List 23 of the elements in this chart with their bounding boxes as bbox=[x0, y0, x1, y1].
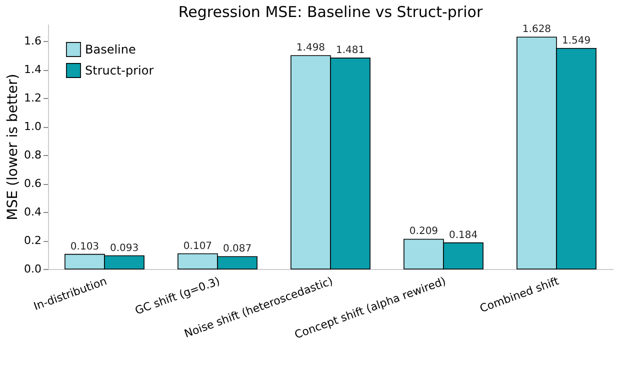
data-label: 0.103 bbox=[70, 241, 100, 252]
legend-label: Struct-prior bbox=[85, 64, 154, 78]
data-label: 1.498 bbox=[296, 42, 326, 54]
y-tick-label: 0.0 bbox=[24, 262, 42, 276]
legend-label: Baseline bbox=[85, 42, 136, 56]
data-label: 0.184 bbox=[448, 230, 478, 241]
data-label: 0.087 bbox=[222, 244, 252, 255]
chart-title: Regression MSE: Baseline vs Struct-prior bbox=[178, 3, 484, 21]
data-label: 0.093 bbox=[110, 242, 139, 254]
data-label: 1.628 bbox=[522, 24, 552, 36]
y-tick-label: 0.8 bbox=[24, 148, 42, 162]
data-label: 0.107 bbox=[183, 240, 212, 252]
data-label: 1.549 bbox=[562, 35, 591, 46]
y-tick-label: 1.0 bbox=[24, 120, 42, 134]
data-label: 0.209 bbox=[409, 226, 438, 238]
y-tick-label: 1.4 bbox=[24, 63, 42, 76]
y-axis-title: MSE (lower is better) bbox=[5, 74, 22, 220]
y-tick-label: 0.4 bbox=[24, 206, 42, 219]
y-tick-label: 1.6 bbox=[24, 34, 42, 48]
y-tick-label: 0.6 bbox=[24, 177, 42, 190]
data-label: 1.481 bbox=[336, 45, 365, 56]
y-tick-label: 0.2 bbox=[24, 234, 42, 248]
y-tick-label: 1.2 bbox=[24, 92, 42, 105]
